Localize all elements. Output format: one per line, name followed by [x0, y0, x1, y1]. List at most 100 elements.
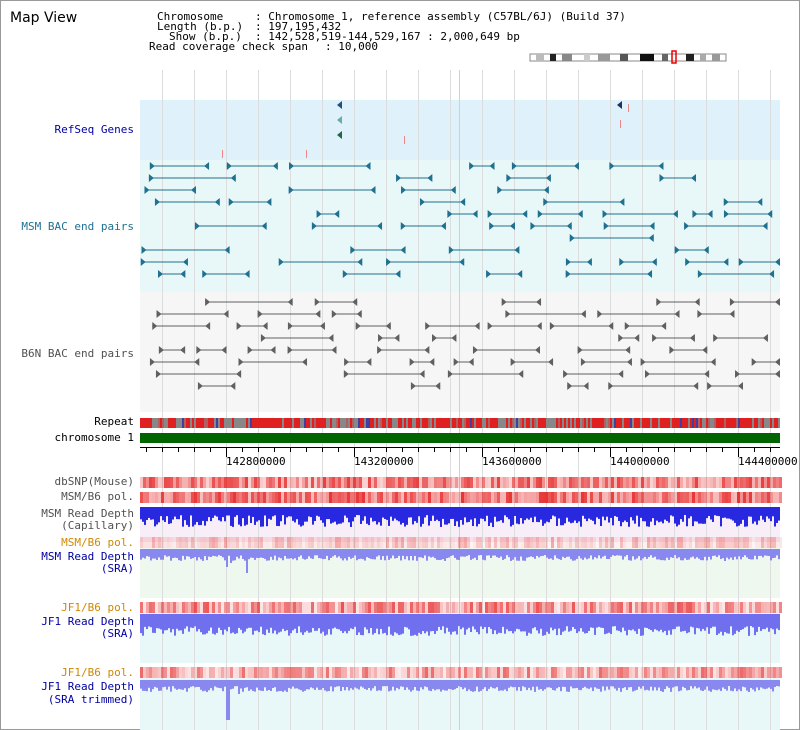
dbsnp-heat: [638, 477, 641, 488]
dbsnp-heat: [341, 477, 344, 488]
msm-b6-pol-heat: [254, 492, 257, 503]
repeat-segment: [706, 418, 708, 428]
repeat-segment: [254, 418, 256, 428]
jf1-depth-trim-bar: [718, 680, 720, 690]
msm-depth-sra-bar: [384, 549, 386, 561]
msm-depth-cap-bar: [536, 507, 538, 522]
jf1-depth-sra-bar: [768, 614, 770, 632]
msm-depth-cap-bar: [478, 507, 480, 524]
jf1-depth-trim-bar: [680, 680, 682, 691]
jf1-depth-trim-bar: [196, 680, 198, 687]
msm-depth-cap-bar: [534, 507, 536, 517]
msm-depth-sra-bar: [466, 549, 468, 556]
b6n-bac-end: [155, 370, 161, 378]
msm-depth-cap-bar: [648, 507, 650, 527]
jf1-depth-trim-bar: [220, 680, 222, 689]
msm-depth-sra-bar: [448, 549, 450, 558]
jf1-depth-sra-bar: [486, 614, 488, 634]
msm-bac-end: [288, 162, 294, 170]
msm-depth-cap-bar: [424, 507, 426, 518]
jf1-depth-trim-bar: [488, 680, 490, 689]
msm-b6-pol2-heat: [410, 537, 413, 548]
b6n-bac-label[interactable]: B6N BAC end pairs: [21, 347, 134, 360]
msm-depth-cap-bar: [604, 507, 606, 521]
jf1-depth-sra-bar: [696, 614, 698, 628]
jf1-depth-trim-bar: [490, 680, 492, 687]
jf1-depth-trim-bar: [474, 680, 476, 692]
repeat-segment: [172, 418, 174, 428]
refseq-genes-label[interactable]: RefSeq Genes: [54, 123, 134, 136]
msm-depth-cap-bar: [660, 507, 662, 522]
b6n-bac-end: [661, 322, 667, 330]
jf1-b6-pol-heat: [239, 602, 242, 613]
msm-b6-pol2-heat: [425, 537, 428, 548]
jf1-depth-sra-bar: [474, 614, 476, 630]
repeat-segment: [272, 418, 274, 428]
msm-depth-cap-bar: [602, 507, 604, 517]
repeat-segment: [168, 418, 170, 428]
msm-depth-sra-bar: [592, 549, 594, 560]
jf1-depth-sra-bar: [184, 614, 186, 629]
jf1-depth-sra-bar: [446, 614, 448, 628]
dbsnp-heat: [290, 477, 293, 488]
msm-b6-pol-heat: [263, 492, 266, 503]
jf1-depth-trim-bar: [624, 680, 626, 688]
jf1-b6-pol2-heat: [755, 667, 758, 678]
jf1-depth-trim-bar: [514, 680, 516, 688]
dbsnp-heat: [635, 477, 638, 488]
msm-depth-sra-bar: [392, 549, 394, 556]
repeat-segment: [202, 418, 204, 428]
msm-b6-pol-heat: [221, 492, 224, 503]
msm-depth-sra-bar: [356, 549, 358, 561]
msm-depth-cap-bar: [540, 507, 542, 520]
jf1-depth-trim-bar: [728, 680, 730, 687]
msm-b6-pol2-heat: [590, 537, 593, 548]
jf1-b6-pol-heat: [245, 602, 248, 613]
msm-bac-label[interactable]: MSM BAC end pairs: [21, 220, 134, 233]
jf1-depth-sra-bar: [142, 614, 144, 636]
msm-depth-cap-bar: [212, 507, 214, 518]
jf1-b6-pol2-heat: [248, 667, 251, 678]
repeat-segment: [758, 418, 760, 428]
repeat-segment: [266, 418, 268, 428]
dbsnp-heat: [377, 477, 380, 488]
msm-depth-sra-bar: [622, 549, 624, 560]
msm-b6-pol-heat: [167, 492, 170, 503]
msm-depth-cap-bar: [222, 507, 224, 518]
jf1-b6-pol2-heat: [149, 667, 152, 678]
repeat-segment: [146, 418, 148, 428]
msm-b6-pol2-heat: [740, 537, 743, 548]
msm-depth-sra-bar: [208, 549, 210, 557]
msm-depth-sra-bar: [210, 549, 212, 558]
jf1-depth-trim-bar: [510, 680, 512, 687]
dbsnp-heat: [695, 477, 698, 488]
jf1-b6-pol2-heat: [560, 667, 563, 678]
msm-depth-cap-bar: [156, 507, 158, 525]
jf1-b6-pol2-heat: [245, 667, 248, 678]
msm-depth-sra-bar: [602, 549, 604, 557]
jf1-depth-trim-bar: [758, 680, 760, 691]
msm-depth-cap-bar: [770, 507, 772, 522]
msm-depth-cap-bar: [450, 507, 452, 519]
jf1-b6-pol-heat: [518, 602, 521, 613]
jf1-b6-pol-heat: [539, 602, 542, 613]
msm-depth-sra-bar: [350, 549, 352, 559]
dbsnp-heat: [272, 477, 275, 488]
msm-depth-cap-bar: [348, 507, 350, 523]
msm-depth-cap-bar: [404, 507, 406, 527]
jf1-depth-trim-bar: [634, 680, 636, 691]
jf1-depth-trim-bar: [770, 680, 772, 689]
msm-depth-cap-label: MSM Read Depth: [41, 507, 134, 520]
msm-depth-sra-bar: [510, 549, 512, 561]
msm-depth-cap-bar: [572, 507, 574, 523]
jf1-depth-sra-bar: [310, 614, 312, 633]
b6n-bac-end: [656, 298, 662, 306]
dbsnp-heat: [188, 477, 191, 488]
msm-b6-pol2-heat: [587, 537, 590, 548]
jf1-depth-sra-bar: [258, 614, 260, 633]
jf1-depth-sra-bar: [560, 614, 562, 635]
ideogram-band: [550, 54, 556, 61]
jf1-depth-sra-bar: [448, 614, 450, 632]
dbsnp-heat: [632, 477, 635, 488]
msm-b6-pol2-heat: [728, 537, 731, 548]
